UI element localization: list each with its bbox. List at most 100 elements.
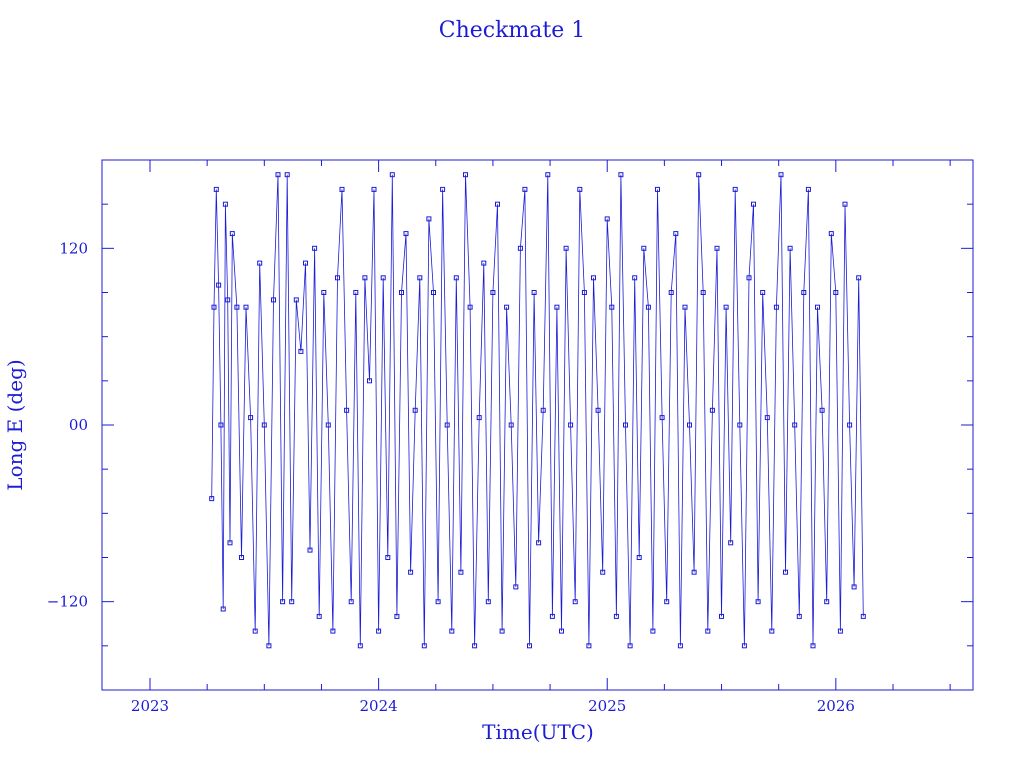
data-point	[312, 245, 318, 251]
data-point	[417, 275, 423, 281]
data-point	[700, 290, 706, 295]
data-point	[389, 172, 395, 178]
data-point	[769, 628, 775, 634]
data-point	[577, 186, 583, 192]
data-point	[559, 628, 564, 634]
data-point	[426, 216, 432, 222]
data-point	[563, 245, 569, 251]
data-point	[627, 643, 633, 649]
data-point	[330, 628, 336, 634]
data-point	[696, 172, 702, 178]
data-point	[421, 643, 427, 649]
data-point	[792, 422, 798, 428]
data-point	[481, 260, 487, 266]
data-point	[604, 216, 610, 222]
data-point	[367, 378, 372, 384]
data-point	[522, 186, 528, 192]
data-point	[261, 422, 267, 428]
data-point	[709, 407, 715, 413]
data-point	[719, 613, 724, 619]
data-point	[568, 422, 574, 428]
data-point	[531, 290, 537, 295]
data-point	[618, 172, 624, 178]
data-point	[467, 304, 473, 310]
data-point	[810, 643, 816, 649]
data-point	[335, 275, 340, 281]
data-point	[403, 231, 409, 237]
data-point	[746, 275, 752, 281]
data-point	[732, 186, 738, 192]
data-point	[650, 628, 656, 634]
data-point	[691, 569, 697, 575]
data-point	[847, 422, 853, 428]
data-point	[600, 569, 606, 575]
data-point	[444, 422, 450, 428]
data-point	[805, 186, 811, 192]
data-series	[209, 172, 866, 649]
data-point	[778, 172, 784, 178]
data-point	[289, 599, 295, 605]
data-point	[773, 304, 779, 310]
data-point	[316, 613, 322, 619]
data-point	[211, 304, 217, 310]
data-point	[222, 201, 228, 207]
data-point	[399, 290, 404, 295]
data-point	[819, 407, 825, 413]
data-point	[227, 540, 233, 546]
data-point	[641, 245, 647, 251]
data-point	[234, 304, 240, 310]
data-point	[353, 290, 359, 295]
data-point	[504, 304, 510, 310]
data-point	[856, 275, 862, 281]
chart-title: Checkmate 1	[439, 18, 586, 43]
data-point	[357, 643, 363, 649]
data-point	[677, 643, 683, 649]
data-point	[435, 599, 441, 605]
data-point	[764, 415, 770, 421]
data-point	[741, 643, 747, 649]
data-point	[860, 613, 866, 619]
data-point	[549, 613, 555, 619]
data-point	[458, 569, 464, 575]
data-point	[595, 407, 601, 413]
data-point	[213, 186, 219, 192]
data-point	[668, 290, 674, 295]
y-axis-label: Long E (deg)	[3, 359, 27, 490]
data-point	[545, 172, 551, 178]
y-tick-label: −120	[47, 593, 88, 611]
series-line	[211, 174, 864, 646]
data-point	[225, 297, 231, 303]
data-point	[463, 172, 468, 178]
data-point	[362, 275, 368, 281]
data-point	[449, 628, 455, 634]
data-point	[376, 628, 382, 634]
data-point	[645, 304, 651, 310]
data-point	[218, 422, 224, 428]
data-point	[796, 613, 802, 619]
data-point	[216, 282, 222, 288]
data-point	[275, 172, 281, 178]
data-point	[280, 599, 286, 605]
data-point	[508, 422, 514, 428]
data-point	[431, 290, 436, 295]
data-point	[440, 186, 446, 192]
data-point	[485, 599, 491, 605]
data-point	[298, 348, 304, 354]
data-point	[303, 260, 308, 266]
data-point	[394, 613, 400, 619]
data-point	[572, 599, 578, 605]
data-point	[655, 186, 660, 192]
data-point	[837, 628, 843, 634]
data-point	[209, 496, 215, 502]
data-point	[243, 304, 249, 310]
data-point	[385, 555, 391, 560]
data-point	[787, 245, 793, 251]
data-point	[581, 290, 587, 295]
data-point	[490, 290, 496, 295]
data-point	[755, 599, 761, 605]
data-point	[783, 569, 788, 575]
data-point	[321, 290, 327, 295]
data-point	[499, 628, 505, 634]
data-point	[408, 569, 414, 575]
